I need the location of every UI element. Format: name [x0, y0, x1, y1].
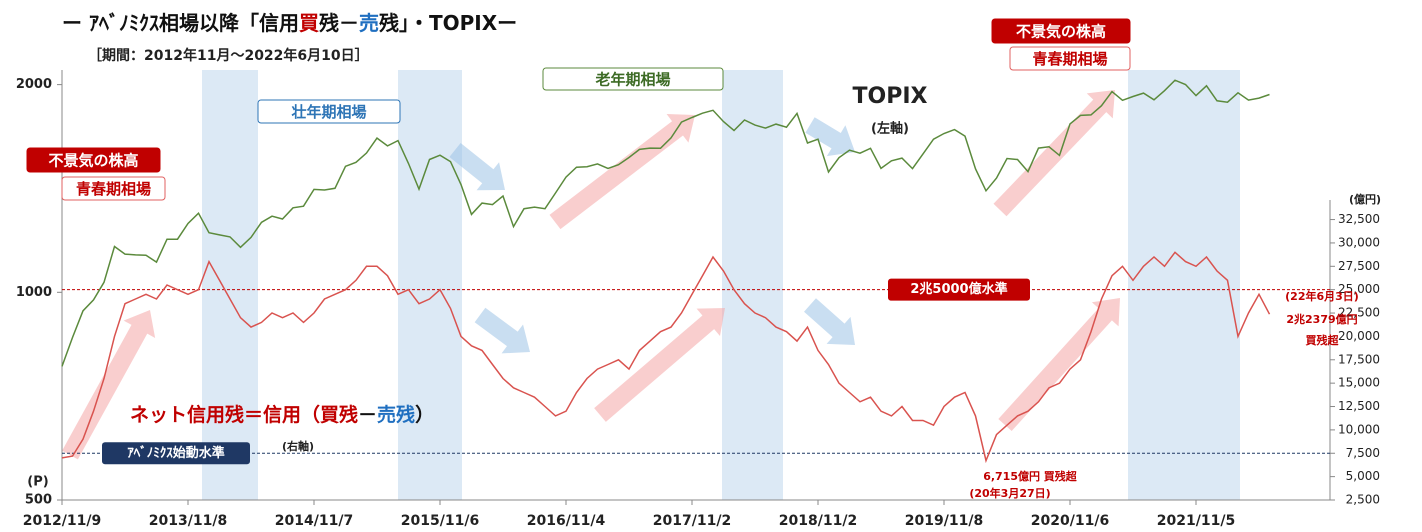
arrow — [549, 114, 695, 230]
reference-badge — [888, 278, 1030, 301]
annotation: 買残超 — [1306, 333, 1340, 347]
arrow — [804, 298, 855, 345]
arrow — [449, 142, 505, 191]
phase-box — [257, 99, 401, 124]
net-label-part: － — [358, 404, 377, 426]
net-label-part: ） — [415, 403, 434, 426]
x-tick-label: 2012/11/9 — [23, 513, 101, 529]
y2-tick-label: 25,000 — [1338, 282, 1380, 296]
band — [398, 70, 462, 500]
y2-tick-label: 22,500 — [1338, 306, 1380, 320]
y-tick-label: 1000 — [16, 285, 52, 300]
annotation: 2兆2379億円 — [1286, 312, 1357, 326]
y2-tick-label: 30,000 — [1338, 235, 1380, 249]
y-axis-label: (P) — [27, 475, 48, 490]
arrow — [998, 298, 1120, 432]
phase-box — [26, 147, 161, 173]
chart-title-part: 売 — [359, 11, 379, 35]
chart-title: ー ｱﾍﾞﾉﾐｸｽ相場以降「信用買残－売残」・TOPIXー — [62, 11, 517, 35]
y2-tick-label: 15,000 — [1338, 376, 1380, 390]
y2-tick-label: 5,000 — [1346, 469, 1380, 483]
series-label: TOPIX — [853, 84, 928, 109]
arrow — [62, 310, 156, 460]
phase-label: 壮年期相場 — [291, 103, 366, 121]
reference-badge — [102, 442, 250, 465]
x-tick-label: 2014/11/7 — [275, 513, 353, 529]
y2-axis-label: (億円) — [1349, 192, 1381, 206]
subtitle: ［期間：2012年11月～2022年6月10日］ — [88, 47, 369, 64]
reference-label: 2兆5000億水準 — [910, 281, 1007, 297]
trend-arrows — [62, 90, 1120, 460]
phase-label: 不景気の株高 — [1016, 23, 1106, 41]
y2-tick-label: 7,500 — [1346, 446, 1380, 460]
arrow — [474, 307, 530, 354]
band — [202, 70, 258, 500]
x-tick-label: 2017/11/2 — [653, 513, 731, 529]
annotation: (20年3月27日) — [969, 486, 1050, 500]
x-tick-label: 2018/11/2 — [779, 513, 857, 529]
y2-tick-label: 27,500 — [1338, 259, 1380, 273]
y2-tick-label: 12,500 — [1338, 399, 1380, 413]
phase-box — [542, 67, 724, 91]
phase-box — [1009, 46, 1131, 71]
chart-title-part: 買 — [299, 11, 319, 35]
series-line — [61, 79, 1270, 367]
x-tick-label: 2020/11/6 — [1031, 513, 1109, 529]
arrow — [594, 308, 725, 422]
band — [1128, 70, 1240, 500]
phase-bands — [202, 70, 1240, 500]
y-tick-label: 500 — [25, 493, 52, 508]
chart-title-part: 残」・TOPIXー — [379, 11, 517, 35]
net-label-part: ネット信用残＝信用（ — [130, 403, 320, 426]
series-line — [61, 251, 1271, 464]
phase-box — [991, 18, 1131, 44]
arrow — [805, 117, 855, 157]
axis-note: (右軸) — [282, 439, 314, 453]
y2-tick-label: 2,500 — [1346, 493, 1380, 507]
phase-label: 青春期相場 — [1032, 50, 1107, 68]
y2-tick-label: 32,500 — [1338, 212, 1380, 226]
reference-label: ｱﾍﾞﾉﾐｸｽ始動水準 — [127, 445, 225, 461]
annotation: 6,715億円 買残超 — [983, 469, 1078, 483]
annotation: (22年6月3日) — [1285, 289, 1359, 303]
y2-tick-label: 10,000 — [1338, 422, 1380, 436]
x-tick-label: 2021/11/5 — [1157, 513, 1235, 529]
net-label-part: 買残 — [320, 403, 358, 426]
phase-label: 老年期相場 — [594, 71, 670, 89]
net-label: ネット信用残＝信用（買残－売残） — [130, 403, 434, 426]
arrow — [993, 90, 1115, 217]
x-tick-label: 2019/11/8 — [905, 513, 983, 529]
x-tick-label: 2015/11/6 — [401, 513, 479, 529]
chart-title-part: ー ｱﾍﾞﾉﾐｸｽ相場以降「信用 — [62, 11, 299, 35]
phase-box — [61, 176, 166, 201]
y2-tick-label: 20,000 — [1338, 329, 1380, 343]
y2-tick-label: 17,500 — [1338, 352, 1380, 366]
y-tick-label: 2000 — [16, 77, 52, 92]
x-tick-label: 2016/11/4 — [527, 513, 606, 529]
chart-title-part: 残－ — [319, 11, 359, 35]
axis-note: (左軸) — [871, 121, 909, 137]
net-label-part: 売残 — [377, 403, 415, 426]
phase-label: 不景気の株高 — [48, 152, 138, 170]
phase-label: 青春期相場 — [76, 180, 151, 198]
x-tick-label: 2013/11/8 — [149, 513, 227, 529]
